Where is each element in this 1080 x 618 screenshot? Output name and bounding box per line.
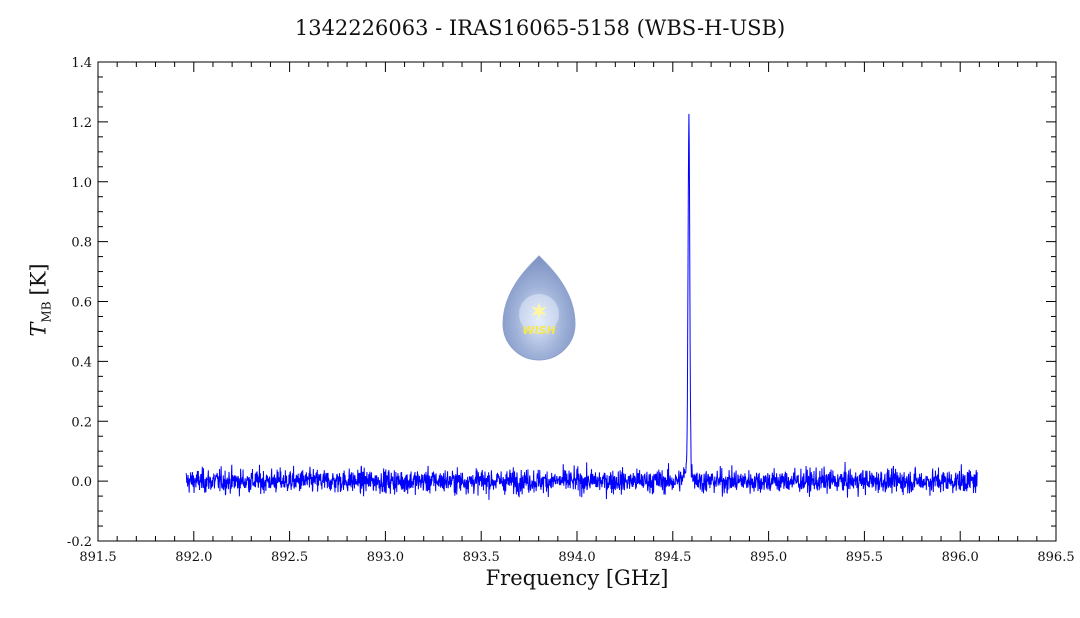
y-tick-label: 0.6: [71, 296, 92, 311]
y-axis-subscript: MB: [39, 301, 54, 323]
chart-title: 1342226063 - IRAS16065-5158 (WBS-H-USB): [294, 16, 786, 40]
logo-star-icon: [531, 302, 547, 320]
y-tick-label: 0.8: [71, 236, 92, 251]
x-tick-label: 892.5: [271, 550, 308, 565]
x-tick-label: 894.5: [654, 550, 691, 565]
y-tick-label: 1.0: [71, 176, 92, 191]
logo-text: WISH: [522, 324, 555, 337]
x-tick-label: 892.0: [175, 550, 212, 565]
x-tick-label: 895.5: [846, 550, 883, 565]
x-tick-label: 896.0: [942, 550, 979, 565]
x-tick-label: 893.0: [367, 550, 404, 565]
axis-tick-labels: 891.5 892.0 892.5 893.0 893.5 894.0 894.5 895.0…: [67, 56, 1075, 565]
y-tick-label: 0.0: [71, 475, 92, 490]
y-axis-unit: [K]: [26, 263, 51, 296]
x-tick-label: 896.5: [1037, 550, 1074, 565]
x-tick-label: 894.0: [558, 550, 595, 565]
y-tick-label: 0.4: [71, 355, 92, 370]
y-axis-label: TMB [K]: [27, 263, 54, 336]
y-tick-label: 1.2: [71, 116, 92, 131]
x-tick-label: 895.0: [750, 550, 787, 565]
spectrum-line: [185, 113, 978, 500]
spectrum-series: [185, 113, 978, 500]
x-tick-label: 891.5: [79, 550, 116, 565]
x-axis-label: Frequency [GHz]: [485, 566, 669, 590]
axis-ticks: [97, 61, 1057, 542]
y-tick-label: -0.2: [67, 535, 92, 550]
wish-logo: WISH: [502, 255, 576, 361]
x-tick-label: 893.5: [463, 550, 500, 565]
y-axis-symbol: T: [26, 322, 51, 337]
y-tick-label: 1.4: [71, 56, 92, 71]
y-tick-label: 0.2: [71, 415, 92, 430]
